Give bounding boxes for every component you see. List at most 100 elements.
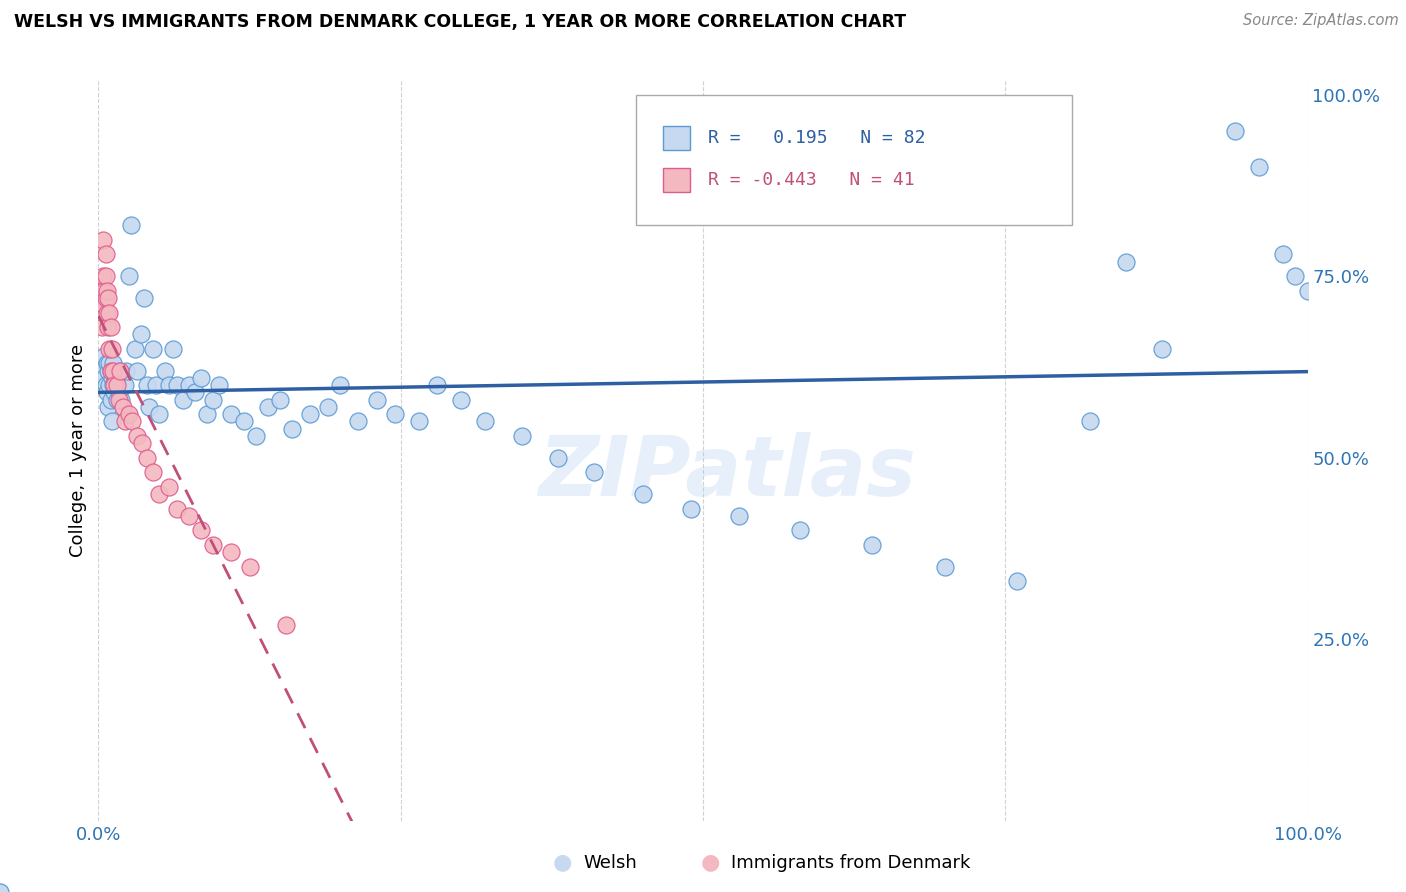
Point — [281, 422, 304, 436]
Point — [108, 363, 131, 377]
Point — [195, 407, 218, 421]
Point — [101, 363, 124, 377]
Point — [94, 378, 117, 392]
Point — [105, 378, 128, 392]
Point — [93, 284, 115, 298]
Point — [91, 291, 114, 305]
Point — [135, 450, 157, 465]
Point — [179, 508, 201, 523]
Point — [104, 371, 127, 385]
Point — [91, 363, 114, 377]
Point — [91, 233, 114, 247]
Point — [190, 524, 212, 538]
Text: R =   0.195   N = 82: R = 0.195 N = 82 — [709, 129, 925, 147]
Point — [91, 269, 114, 284]
Point — [1223, 124, 1246, 138]
Point — [120, 219, 142, 233]
Point — [93, 349, 115, 363]
Point — [408, 414, 430, 428]
Point — [111, 378, 134, 392]
Point — [256, 400, 278, 414]
Point — [131, 436, 153, 450]
Point — [91, 320, 114, 334]
Point — [98, 342, 121, 356]
Point — [96, 356, 118, 370]
Point — [94, 247, 117, 261]
Point — [153, 363, 176, 377]
Point — [94, 269, 117, 284]
Point — [96, 305, 118, 319]
Point — [179, 378, 201, 392]
Point — [111, 400, 134, 414]
Point — [631, 487, 654, 501]
Point — [299, 407, 322, 421]
Point — [934, 559, 956, 574]
FancyBboxPatch shape — [664, 169, 690, 192]
Point — [450, 392, 472, 407]
Point — [142, 465, 165, 479]
Text: Welsh: Welsh — [583, 854, 637, 871]
Point — [100, 392, 122, 407]
Point — [94, 291, 117, 305]
Point — [1152, 342, 1174, 356]
Point — [108, 385, 131, 400]
Point — [100, 320, 122, 334]
Point — [221, 545, 243, 559]
Point — [142, 342, 165, 356]
Point — [98, 305, 121, 319]
Point — [1284, 269, 1306, 284]
Point — [1007, 574, 1029, 588]
Point — [103, 385, 125, 400]
Text: R = -0.443   N = 41: R = -0.443 N = 41 — [709, 171, 915, 189]
Point — [145, 378, 167, 392]
Point — [184, 385, 207, 400]
Point — [121, 414, 143, 428]
Point — [100, 363, 122, 377]
Point — [269, 392, 291, 407]
Point — [202, 392, 225, 407]
Point — [316, 400, 339, 414]
Point — [172, 392, 194, 407]
Point — [728, 508, 751, 523]
Point — [97, 291, 120, 305]
Point — [202, 538, 225, 552]
Text: ●: ● — [553, 853, 572, 872]
Text: WELSH VS IMMIGRANTS FROM DENMARK COLLEGE, 1 YEAR OR MORE CORRELATION CHART: WELSH VS IMMIGRANTS FROM DENMARK COLLEGE… — [14, 13, 907, 31]
Point — [90, 284, 112, 298]
Point — [115, 363, 138, 377]
Point — [127, 363, 149, 377]
Text: Source: ZipAtlas.com: Source: ZipAtlas.com — [1243, 13, 1399, 29]
Point — [127, 429, 149, 443]
Point — [583, 465, 606, 479]
Point — [97, 320, 120, 334]
Point — [96, 385, 118, 400]
Point — [101, 356, 124, 370]
Point — [107, 371, 129, 385]
Point — [329, 378, 352, 392]
Point — [157, 480, 180, 494]
Point — [124, 342, 146, 356]
Point — [347, 414, 370, 428]
Point — [114, 414, 136, 428]
Point — [129, 327, 152, 342]
Point — [679, 501, 702, 516]
Point — [138, 400, 160, 414]
Point — [108, 392, 131, 407]
Point — [860, 538, 883, 552]
Point — [232, 414, 254, 428]
Point — [221, 407, 243, 421]
FancyBboxPatch shape — [637, 95, 1071, 225]
Point — [100, 342, 122, 356]
Point — [789, 524, 811, 538]
Point — [166, 378, 188, 392]
Point — [148, 487, 170, 501]
Point — [1078, 414, 1101, 428]
Point — [1296, 284, 1319, 298]
Text: Immigrants from Denmark: Immigrants from Denmark — [731, 854, 970, 871]
Point — [110, 392, 132, 407]
Point — [274, 617, 297, 632]
Point — [239, 559, 262, 574]
Point — [98, 356, 121, 370]
Point — [96, 284, 118, 298]
Point — [108, 363, 131, 377]
